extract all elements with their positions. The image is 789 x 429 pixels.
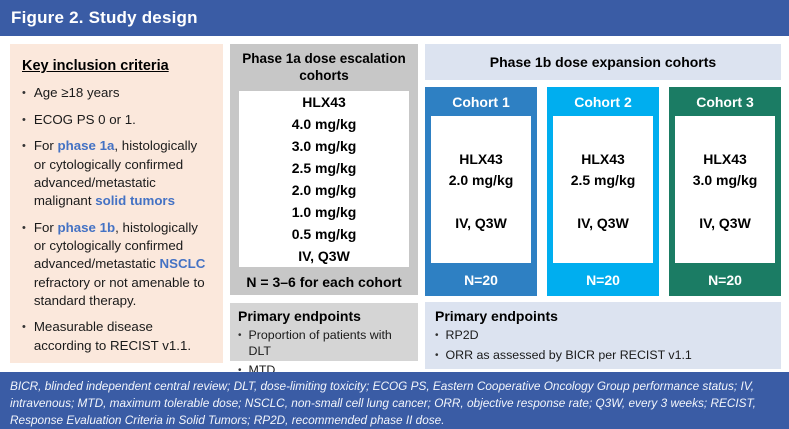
dose-line: 2.5 mg/kg — [291, 159, 357, 176]
bullet-icon: • — [238, 330, 242, 341]
endpoint-bullet: • RP2D — [435, 328, 771, 344]
bullet-text: ECOG PS 0 or 1. — [33, 111, 136, 127]
phase1a-header: Phase 1a dose escalation cohorts — [242, 51, 406, 83]
inclusion-criteria-title: Key inclusion criteria — [22, 58, 169, 74]
dose-line: 3.0 mg/kg — [291, 137, 357, 154]
phase1a-dose-box: HLX43 4.0 mg/kg 3.0 mg/kg 2.5 mg/kg 2.0 mg/k… — [239, 90, 409, 267]
footer-bar: BICR, blinded independent central review… — [0, 372, 789, 429]
cohort-body: HLX43 2.5 mg/kg IV, Q3W — [553, 116, 653, 263]
endpoint-text: Proportion of patients with DLT — [248, 328, 392, 358]
bullet-icon: • — [22, 321, 26, 334]
dose-line: 1.0 mg/kg — [291, 203, 357, 220]
inclusion-bullet: • For phase 1b, histologically or cytolog… — [22, 219, 212, 311]
figure-title: Figure 2. Study design — [11, 8, 198, 27]
phase1a-endpoints-panel: Primary endpoints • Proportion of patient… — [230, 303, 418, 377]
phase1b-endpoints-list: • RP2D • ORR as assessed by BICR per RECIST… — [435, 328, 771, 363]
bullet-text: For phase 1a, histologically or cytologi… — [33, 138, 198, 209]
cohort-drug-dose: HLX43 2.0 mg/kg — [448, 150, 514, 188]
bullet-icon: • — [22, 221, 26, 234]
abbreviations-text: BICR, blinded independent central review… — [10, 379, 756, 427]
cohort-n-label: N=20 — [708, 271, 742, 288]
cohort-schedule: IV, Q3W — [455, 214, 507, 231]
endpoint-bullet: • Proportion of patients with DLT — [238, 328, 410, 359]
cohort-label: Cohort 2 — [574, 93, 632, 110]
header-bar: Figure 2. Study design — [0, 0, 789, 36]
cohort-n-label: N=20 — [464, 271, 498, 288]
dose-line: 4.0 mg/kg — [291, 115, 357, 132]
phase1a-endpoints-title: Primary endpoints — [238, 308, 361, 324]
inclusion-bullet: • ECOG PS 0 or 1. — [22, 111, 212, 130]
phase1a-n-label: N = 3–6 for each cohort — [246, 273, 402, 290]
cohort-drug-dose: HLX43 3.0 mg/kg — [692, 150, 758, 188]
endpoint-text: ORR as assessed by BICR per RECIST v1.1 — [445, 347, 692, 362]
cohort-schedule: IV, Q3W — [699, 214, 751, 231]
cohort-body: HLX43 2.0 mg/kg IV, Q3W — [431, 116, 531, 263]
cohort-label: Cohort 1 — [452, 93, 510, 110]
inclusion-bullet: • For phase 1a, histologically or cytolog… — [22, 137, 212, 210]
bullet-icon: • — [22, 113, 26, 126]
bullet-icon: • — [435, 349, 439, 361]
cohort-label: Cohort 3 — [696, 93, 754, 110]
cohort-card: Cohort 1 HLX43 2.0 mg/kg IV, Q3W N=20 — [425, 87, 537, 296]
cohort-body: HLX43 3.0 mg/kg IV, Q3W — [675, 116, 775, 263]
endpoint-text: RP2D — [445, 328, 479, 342]
cohort-schedule: IV, Q3W — [577, 214, 629, 231]
phase1b-cohorts-row: Cohort 1 HLX43 2.0 mg/kg IV, Q3W N=20 Cohort … — [425, 87, 781, 296]
bullet-text: For phase 1b, histologically or cytologi… — [33, 219, 206, 309]
bullet-icon: • — [22, 140, 26, 153]
cohort-drug-dose: HLX43 2.5 mg/kg — [570, 150, 636, 188]
dose-line: HLX43 — [302, 93, 346, 110]
phase1b-header: Phase 1b dose expansion cohorts — [425, 44, 781, 80]
bullet-icon: • — [238, 365, 242, 376]
inclusion-bullet: • Age ≥18 years — [22, 84, 212, 103]
figure-body: Key inclusion criteria • Age ≥18 years • EC… — [10, 44, 781, 377]
dose-line: 2.0 mg/kg — [291, 181, 357, 198]
bullet-icon: • — [22, 87, 26, 99]
dose-line: 0.5 mg/kg — [291, 225, 357, 242]
cohort-card: Cohort 2 HLX43 2.5 mg/kg IV, Q3W N=20 — [547, 87, 659, 296]
cohort-n-label: N=20 — [586, 271, 620, 288]
dose-line: IV, Q3W — [298, 247, 350, 264]
endpoint-bullet: • ORR as assessed by BICR per RECIST v1.1 — [435, 348, 771, 364]
inclusion-criteria-panel: Key inclusion criteria • Age ≥18 years • EC… — [10, 44, 223, 363]
phase1b-endpoints-panel: Primary endpoints • RP2D • ORR as assessed … — [425, 302, 781, 369]
inclusion-bullet: • Measurable disease according to RECIST … — [22, 318, 212, 355]
bullet-icon: • — [435, 330, 439, 341]
phase1b-endpoints-title: Primary endpoints — [435, 308, 558, 324]
phase1a-escalation-panel: Phase 1a dose escalation cohorts HLX43 4.… — [230, 44, 418, 295]
inclusion-criteria-list: • Age ≥18 years • ECOG PS 0 or 1. • For phase… — [22, 84, 212, 355]
phase1a-column: Phase 1a dose escalation cohorts HLX43 4.… — [230, 44, 418, 377]
bullet-text: Measurable disease according to RECIST v… — [33, 319, 192, 353]
phase1b-column: Phase 1b dose expansion cohorts Cohort 1… — [425, 44, 781, 369]
phase1a-endpoints-list: • Proportion of patients with DLT • MTD — [238, 328, 410, 379]
bullet-text: Age ≥18 years — [33, 85, 120, 100]
cohort-card: Cohort 3 HLX43 3.0 mg/kg IV, Q3W N=20 — [669, 87, 781, 296]
